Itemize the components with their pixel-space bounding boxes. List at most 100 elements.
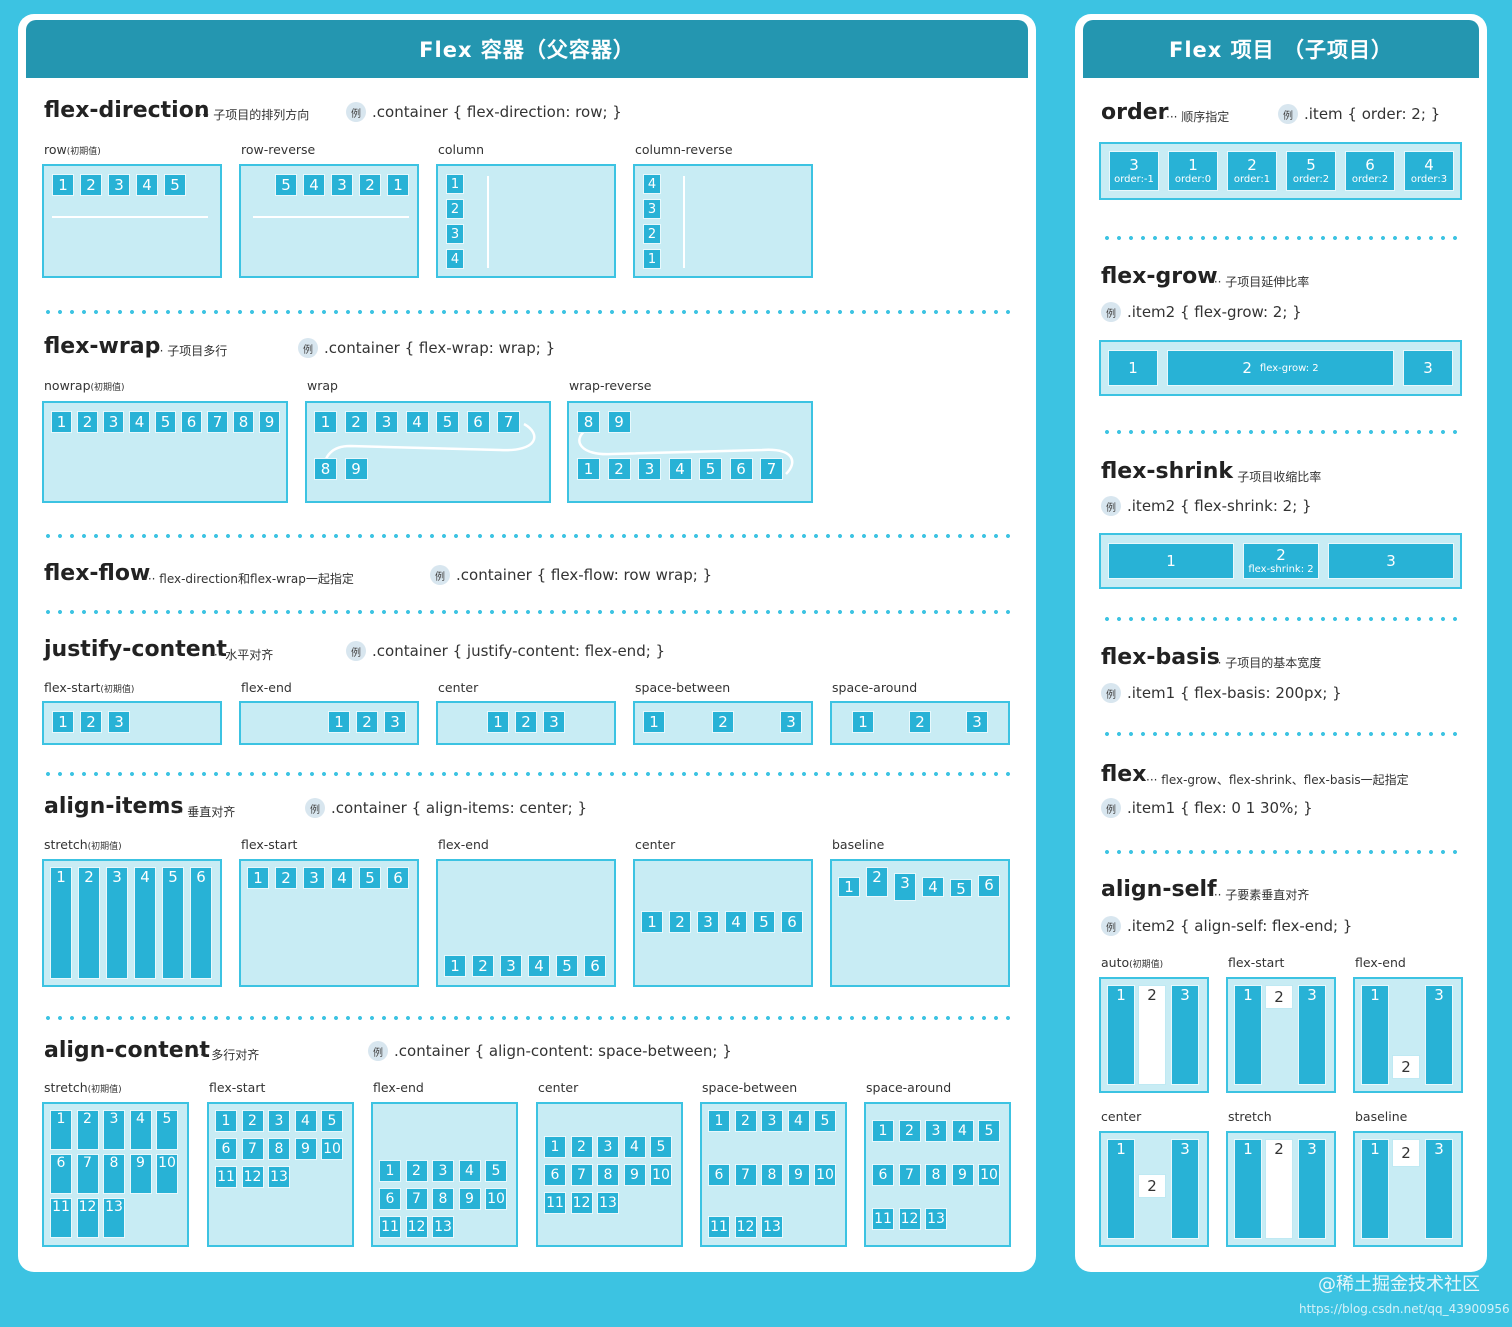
flex-item: 2 [734,1110,757,1132]
flex-item: 1 [50,867,72,979]
section-subtitle: ··· 多行对齐 [196,1048,260,1062]
flex-item: 7 [76,1154,99,1194]
flex-item: 11 [872,1208,894,1230]
variant-label: baseline [832,837,885,852]
flex-item: 3 [1298,985,1326,1085]
example-icon: 例 [1101,683,1121,703]
flex-item: 4 [787,1110,810,1132]
flex-item: 5 [164,174,186,196]
order-item-label: order:3 [1410,173,1448,185]
flex-item: 11 [544,1192,566,1214]
flex-item: 2 [472,955,494,977]
flex-item: 5 [485,1160,507,1182]
flex-item: 3 [761,1110,783,1132]
flex-item: 3 [384,711,406,733]
variant-label: wrap-reverse [569,378,652,393]
flex-item: 11 [215,1166,237,1188]
flex-item: 3 [925,1120,947,1142]
flex-item: 6 order:2 [1345,151,1395,191]
flex-item: 1 [215,1110,237,1132]
flex-item: 5 [699,458,722,480]
flex-item: 1 [1107,1139,1135,1239]
flex-item: 6 [781,911,803,933]
example-icon: 例 [1278,104,1298,124]
flex-item: 13 [103,1198,125,1238]
example-code: 例 .container { justify-content: flex-end;… [346,641,665,661]
flex-item: 2 order:1 [1227,151,1277,191]
section-title: flex-flow [44,561,151,586]
flex-item: 4 [528,955,550,977]
variant-label: space-between [635,680,731,695]
panel-title: Flex 项目 （子项目） [1083,20,1479,78]
variant-label: flex-end [373,1080,424,1095]
example-icon: 例 [305,798,325,818]
flex-item: 4 [458,1160,481,1182]
flex-item: 9 [129,1154,152,1194]
flex-item: 2 [405,1160,428,1182]
example-code: 例 .container { flex-wrap: wrap; } [298,338,555,358]
flex-item: 1 [641,911,663,933]
flex-item: 2 [898,1120,921,1142]
flex-item: 1 [838,877,860,897]
example-icon: 例 [368,1041,388,1061]
flex-item: 4 [134,867,156,979]
example-code: 例 .item { order: 2; } [1278,104,1440,124]
flex-item: 2 [570,1136,593,1158]
flex-item: 4 [643,174,661,194]
flex-item: 1 [446,174,464,194]
section-title: align-self [1101,877,1217,902]
variant-label: space-between [702,1080,798,1095]
flex-item: 5 [359,867,381,889]
flex-item: 8 [432,1188,454,1210]
flex-item: 6 [215,1138,237,1160]
flex-item: 3 [543,711,565,733]
flex-item: 4 [129,411,150,433]
flex-item: 1 [1361,1139,1389,1239]
flex-item: 3 [780,711,802,733]
flex-item: 1 [247,867,269,889]
flex-shrink-number: 2 [1276,545,1286,564]
example-icon: 例 [1101,916,1121,936]
order-item-number: 2 [1247,155,1257,174]
example-code: 例 .item1 { flex: 0 1 30%; } [1101,798,1313,818]
flex-item: 2 [76,1110,99,1150]
flex-item: 10 [814,1164,836,1186]
section-subtitle: ··· 子项目的基本宽度 [1210,656,1322,670]
flex-item: 4 [951,1120,974,1142]
flex-item: 5 [814,1110,836,1132]
flex-item: 1 [643,249,661,269]
dots-divider [1101,236,1461,240]
dots-divider [42,310,1012,314]
flex-item: 1 [1108,543,1234,579]
flex-item: 3 [638,458,661,480]
flex-item: 2 [1265,1139,1293,1239]
flex-item: 3 [1171,985,1199,1085]
flex-item: 5 [155,411,176,433]
example-text: .container { align-items: center; } [331,799,588,817]
demo-order [1099,142,1462,200]
flex-item: 2 [712,711,734,733]
flex-item: 5 [950,879,972,898]
flex-item: 2 [1392,1139,1420,1167]
flex-item: 2 [241,1110,264,1132]
flex-item: 2 [1392,1055,1420,1079]
flex-item: 1 [328,711,350,733]
flex-item: 9 [623,1164,646,1186]
wrap-arrow [322,422,536,471]
order-item-label: order:2 [1292,173,1330,185]
flex-item: 6 [379,1188,401,1210]
example-text: .item2 { flex-grow: 2; } [1127,303,1302,321]
flex-item: 8 [577,411,600,433]
example-code: 例 .item2 { align-self: flex-end; } [1101,916,1352,936]
variant-label: space-around [866,1080,952,1095]
flex-item: 2 [866,867,888,897]
section-title: flex-shrink [1101,459,1233,484]
variant-label: flex-start [209,1080,266,1095]
example-code: 例 .container { flex-direction: row; } [346,102,622,122]
flex-item: 1 [50,1110,72,1150]
flex-item: 3 [894,873,916,901]
flex-item: 4 [446,249,464,269]
flex-item: 1 [1107,985,1135,1085]
flex-item: 9 [607,411,631,433]
demo-column [436,164,616,278]
